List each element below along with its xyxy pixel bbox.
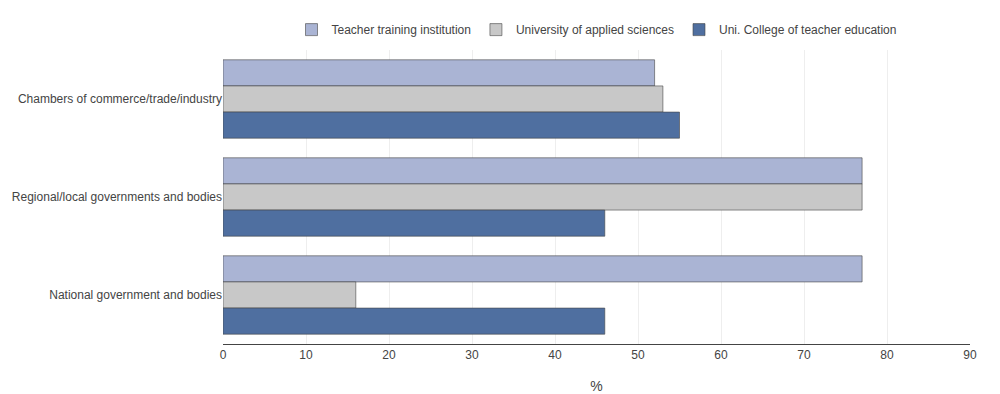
svg-text:%: % <box>590 378 602 394</box>
svg-text:30: 30 <box>465 348 479 362</box>
svg-text:Regional/local governments and: Regional/local governments and bodies <box>12 190 222 204</box>
svg-text:90: 90 <box>963 348 977 362</box>
svg-text:0: 0 <box>220 348 227 362</box>
svg-text:10: 10 <box>299 348 313 362</box>
svg-text:Chambers of commerce/trade/ind: Chambers of commerce/trade/industry <box>18 92 222 106</box>
svg-text:40: 40 <box>548 348 562 362</box>
svg-text:Teacher training institution: Teacher training institution <box>332 23 471 37</box>
svg-text:80: 80 <box>880 348 894 362</box>
svg-text:20: 20 <box>382 348 396 362</box>
svg-text:Uni. College of teacher educat: Uni. College of teacher education <box>719 23 896 37</box>
svg-text:60: 60 <box>714 348 728 362</box>
svg-text:70: 70 <box>797 348 811 362</box>
svg-text:University of applied sciences: University of applied sciences <box>516 23 674 37</box>
svg-text:National government and bodies: National government and bodies <box>49 288 222 302</box>
svg-text:50: 50 <box>631 348 645 362</box>
